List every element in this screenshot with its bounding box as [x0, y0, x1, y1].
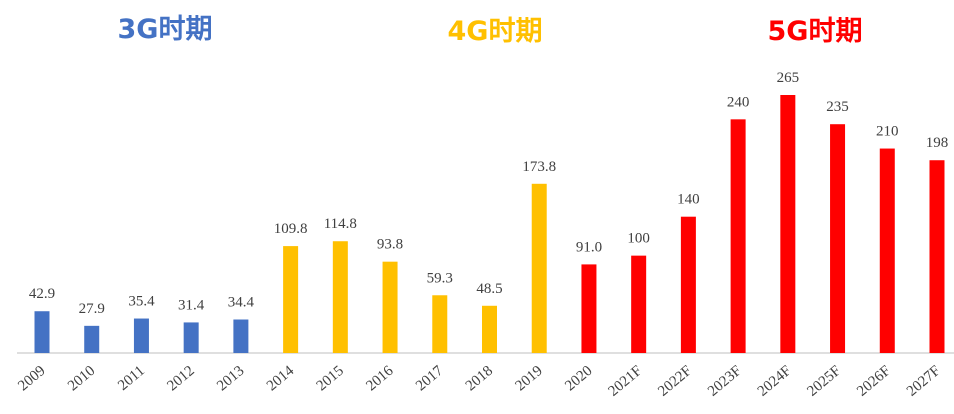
bar	[34, 311, 50, 353]
era-label: 5G时期	[768, 16, 863, 47]
x-tick-label: 2022F	[655, 363, 695, 400]
bar	[929, 160, 945, 353]
x-tick-label: 2019	[513, 363, 546, 395]
x-tick-label: 2024F	[755, 363, 795, 400]
bar	[780, 95, 796, 353]
data-label: 42.9	[29, 286, 55, 302]
bar	[631, 255, 647, 353]
data-label: 140	[677, 192, 700, 208]
bar	[283, 246, 299, 353]
bar	[432, 295, 448, 353]
x-tick-label: 2012	[164, 363, 197, 395]
x-tick-label: 2010	[65, 363, 98, 395]
data-label: 59.3	[427, 270, 453, 286]
data-label: 48.5	[476, 281, 502, 297]
data-label: 114.8	[324, 216, 357, 232]
bar	[581, 264, 597, 353]
data-label: 27.9	[79, 301, 105, 317]
bar	[879, 148, 895, 353]
bar	[183, 322, 199, 353]
data-label: 198	[926, 135, 949, 151]
bar	[730, 119, 746, 353]
data-label: 210	[876, 124, 899, 140]
x-tick-label: 2011	[115, 363, 148, 394]
bar	[332, 241, 348, 353]
data-label: 265	[777, 70, 800, 86]
data-label: 109.8	[274, 221, 308, 237]
data-label: 91.0	[576, 239, 602, 255]
x-tick-label: 2020	[562, 363, 595, 395]
era-label: 4G时期	[448, 16, 543, 47]
data-label: 35.4	[128, 294, 155, 310]
data-label: 34.4	[228, 295, 255, 311]
x-tick-label: 2015	[314, 363, 347, 395]
bar	[531, 183, 547, 353]
x-tick-label: 2009	[15, 363, 48, 395]
bar	[482, 305, 497, 353]
x-tick-label: 2025F	[804, 363, 844, 400]
data-label: 240	[727, 94, 750, 110]
x-tick-label: 2014	[264, 362, 298, 394]
data-label: 31.4	[178, 297, 205, 313]
bar	[133, 318, 149, 353]
x-tick-label: 2013	[214, 363, 247, 395]
x-tick-label: 2023F	[705, 363, 745, 400]
x-tick-label: 2027F	[904, 363, 944, 400]
bar	[233, 319, 249, 353]
x-tick-label: 2026F	[854, 363, 894, 400]
bar	[830, 124, 846, 353]
x-tick-label: 2017	[413, 362, 447, 394]
era-label: 3G时期	[118, 14, 213, 45]
data-label: 93.8	[377, 237, 403, 253]
bar	[84, 325, 100, 353]
bar	[680, 216, 696, 353]
x-tick-label: 2021F	[606, 363, 646, 400]
x-tick-label: 2016	[363, 362, 397, 394]
data-label: 235	[826, 99, 849, 115]
bar	[382, 261, 398, 353]
data-label: 173.8	[522, 159, 556, 175]
data-label: 100	[627, 231, 650, 247]
x-tick-label: 2018	[463, 363, 496, 395]
